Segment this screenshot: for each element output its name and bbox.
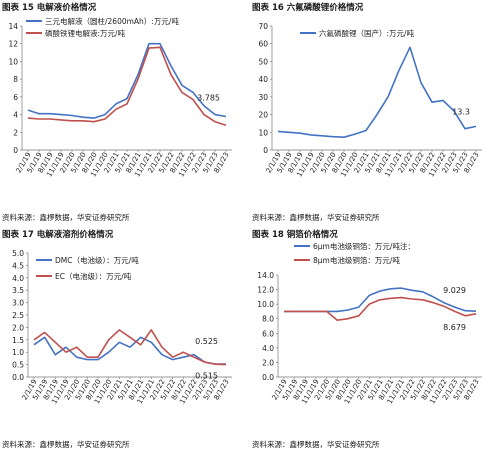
- series-line: [27, 42, 227, 119]
- y-tick-label: 4.0: [262, 344, 274, 353]
- data-label: 8.679: [443, 323, 466, 332]
- chart-title: 图表 16 六氟磷酸锂价格情况: [252, 3, 364, 13]
- y-tick-label: 40: [258, 75, 268, 84]
- y-tick-label: 1.5: [12, 336, 24, 345]
- legend-label: 磷酸铁锂电解液:万元/吨: [45, 28, 126, 38]
- chart-source: 资料来源：鑫椤数据，华安证券研究所: [2, 440, 130, 449]
- y-tick-label: 5.0: [12, 249, 24, 258]
- chart-panel-15: 图表 15 电解液价格情况 0 2 4 6 8 10 12 14 2/1/19 5/1/19 8/1…: [0, 0, 246, 227]
- y-tick-label: 4.5: [12, 261, 24, 270]
- y-tick-label: 3.5: [12, 286, 24, 295]
- y-tick-label: 0: [13, 146, 18, 155]
- chart-title: 图表 17 电解液溶剂价格情况: [2, 230, 114, 240]
- y-tick-label: 3.0: [12, 299, 24, 308]
- chart-source: 资料来源：鑫椤数据，华安证券研究所: [252, 213, 380, 222]
- chart-source: 资料来源：鑫椤数据，华安证券研究所: [2, 213, 130, 222]
- legend-label: 6μm电池级铜箔：万元/吨注：: [313, 241, 415, 251]
- y-tick-label: 10.0: [257, 300, 274, 309]
- y-tick-label: 12.0: [257, 286, 274, 295]
- legend-label: DMC（电池级）：万元/吨: [55, 255, 139, 265]
- chart-panel-17: 图表 17 电解液溶剂价格情况 0.0 0.5 1.0 1.5 2.0 2.5 3.0 3.5…: [0, 227, 246, 454]
- y-tick-label: 2.0: [12, 323, 24, 332]
- y-tick-label: 2.5: [12, 311, 24, 320]
- y-tick-label: 8: [13, 75, 18, 84]
- solvent-price-chart: 0.00.51.01.52.02.53.03.54.04.55.02/1/195…: [12, 249, 232, 405]
- series-line: [33, 336, 227, 365]
- legend-label: 8μm电池级铜箔：万元/吨: [313, 255, 400, 265]
- data-label: 0.515: [195, 372, 218, 381]
- y-tick-label: 30: [258, 93, 268, 102]
- series-line: [284, 296, 477, 321]
- legend-label: 三元电解液（圆柱/2600mAh）:万元/吨: [45, 16, 179, 26]
- legend-label: EC（电池级）：万元/吨: [55, 271, 132, 281]
- chart-panel-16: 图表 16 六氟磷酸锂价格情况 0 10 20 30 40 50 60 70 2/1/19 5/1…: [250, 0, 496, 227]
- y-tick-label: 70: [258, 22, 268, 31]
- chart-source: 资料来源：鑫椤数据，华安证券研究所: [252, 440, 380, 449]
- chart-title: 图表 18 铜箔价格情况: [252, 230, 338, 240]
- data-label: 9.029: [443, 286, 466, 295]
- y-tick-label: 1.0: [12, 348, 24, 357]
- y-tick-label: 0.0: [12, 373, 24, 382]
- y-tick-label: 8.0: [262, 315, 274, 324]
- y-tick-label: 0.0: [262, 373, 274, 382]
- y-tick-label: 0.5: [12, 361, 24, 370]
- chart-title: 图表 15 电解液价格情况: [2, 3, 97, 13]
- data-label: 0.525: [195, 337, 218, 346]
- y-tick-label: 0: [263, 146, 268, 155]
- y-tick-label: 10: [8, 57, 18, 66]
- y-tick-label: 4: [13, 111, 18, 120]
- y-tick-label: 50: [258, 57, 268, 66]
- y-tick-label: 2.0: [262, 358, 274, 367]
- data-label: 13.3: [452, 107, 470, 116]
- y-tick-label: 2: [13, 128, 18, 137]
- y-tick-label: 20: [258, 111, 268, 120]
- chart-panel-18: 图表 18 铜箔价格情况 0.0 2.0 4.0 6.0 8.0 10.0 12.0 14.0…: [250, 227, 496, 454]
- y-tick-label: 10: [258, 128, 268, 137]
- series-line: [27, 46, 227, 126]
- y-tick-label: 4.0: [12, 274, 24, 283]
- series-line: [277, 46, 477, 138]
- data-label: 3.785: [197, 93, 220, 102]
- legend-label: 六氟磷酸锂（国产）:万元/吨: [319, 28, 415, 38]
- series-line: [33, 329, 227, 366]
- y-tick-label: 14.0: [257, 271, 274, 280]
- electrolyte-price-chart: 024681012142/1/195/1/198/1/1911/1/192/1/…: [8, 16, 232, 178]
- y-tick-label: 60: [258, 40, 268, 49]
- copper-foil-price-chart: 0.02.04.06.08.010.012.014.02/1/195/1/198…: [257, 241, 482, 405]
- y-tick-label: 12: [8, 40, 18, 49]
- y-tick-label: 6: [13, 93, 18, 102]
- y-tick-label: 14: [8, 22, 18, 31]
- lipf6-price-chart: 0102030405060702/1/195/1/198/1/1911/1/19…: [258, 22, 482, 178]
- y-tick-label: 6.0: [262, 329, 274, 338]
